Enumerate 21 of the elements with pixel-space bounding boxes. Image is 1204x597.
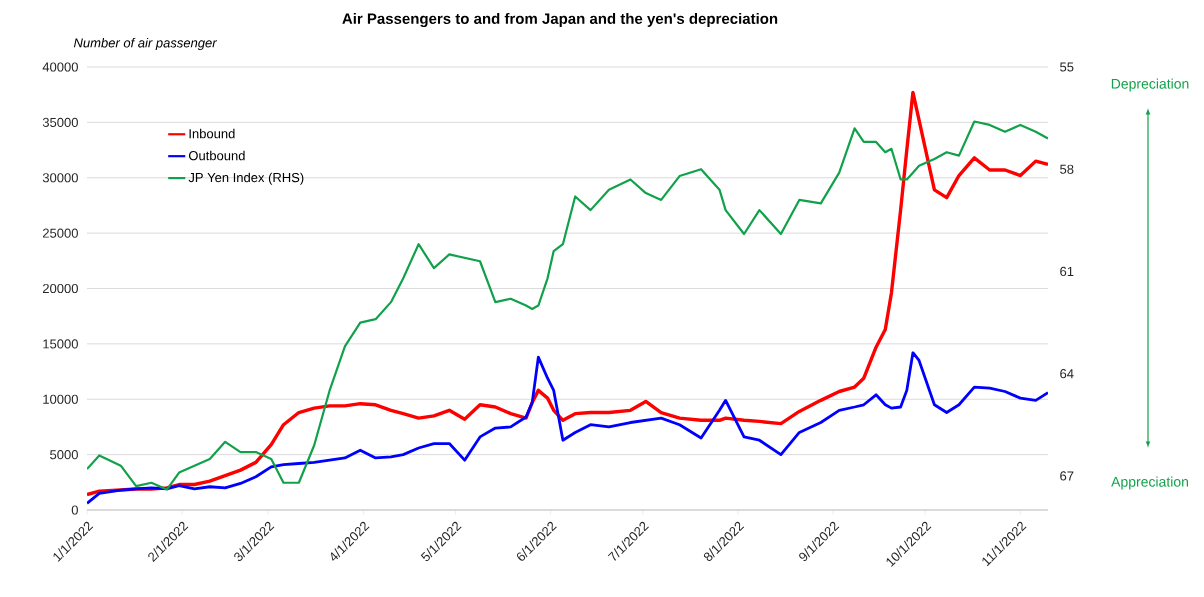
y2-tick-label: 55 [1060,62,1074,72]
text: Appreciation [1111,476,1189,490]
y-tick-label: 20000 [42,283,78,294]
text: Depreciation [1111,78,1189,92]
y-tick-label: 0 [71,505,78,515]
y-tick-label: 35000 [42,117,78,127]
legend-label: JP Yen Index (RHS) [188,172,304,185]
y2-tick-label: 58 [1060,164,1074,174]
y-tick-label: 15000 [43,339,78,349]
y-tick-label: 25000 [42,228,78,238]
y2-tick-label: 61 [1060,266,1074,277]
y-tick-label: 5000 [50,450,78,460]
legend-label: Inbound [189,128,235,139]
legend-label: Outbound [188,150,245,161]
y-tick-label: 30000 [42,173,78,183]
y2-tick-label: 64 [1060,369,1074,379]
y2-tick-label: 67 [1060,471,1074,481]
y-axis-title: Number of air passenger [73,37,218,51]
y-tick-label: 10000 [43,394,78,404]
chart-title: Air Passengers to and from Japan and the yen's depreciation [342,12,778,28]
y-tick-label: 40000 [42,62,78,72]
